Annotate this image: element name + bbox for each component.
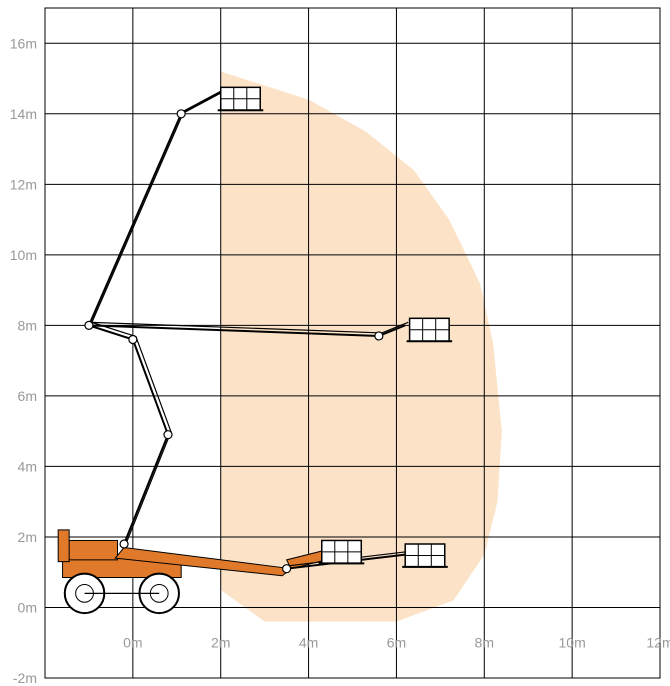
y-tick-label: 0m: [18, 599, 37, 615]
pivot: [120, 540, 128, 548]
basket: [218, 87, 264, 110]
x-tick-label: 0m: [123, 635, 142, 651]
y-tick-label: 10m: [10, 247, 37, 263]
x-tick-label: 4m: [299, 635, 318, 651]
y-tick-label: 8m: [18, 317, 37, 333]
counterweight: [58, 530, 69, 562]
y-tick-label: 12m: [10, 176, 37, 192]
basket: [402, 544, 448, 567]
y-tick-label: -2m: [13, 670, 37, 686]
x-tick-label: 8m: [475, 635, 494, 651]
turret: [65, 540, 118, 559]
y-tick-label: 4m: [18, 458, 37, 474]
pivot: [129, 335, 137, 343]
x-tick-label: 10m: [559, 635, 586, 651]
x-tick-label: 6m: [387, 635, 406, 651]
chart-svg: -2m 0m 2m 4m 6m 8m 10m 12m 14m 16m 0m 2m 4m 6m 8m 10m 12…: [0, 0, 670, 686]
pivot: [283, 565, 291, 573]
pivot: [375, 332, 383, 340]
pivot: [85, 321, 93, 329]
y-tick-label: 16m: [10, 35, 37, 51]
y-tick-label: 6m: [18, 388, 37, 404]
basket: [319, 540, 365, 563]
y-tick-label: 2m: [18, 529, 37, 545]
x-tick-label: 2m: [211, 635, 230, 651]
reach-diagram: -2m 0m 2m 4m 6m 8m 10m 12m 14m 16m 0m 2m 4m 6m 8m 10m 12…: [0, 0, 670, 686]
pivot: [177, 110, 185, 118]
basket: [407, 318, 453, 341]
y-tick-label: 14m: [10, 106, 37, 122]
x-tick-label: 12m: [646, 635, 670, 651]
pivot: [164, 431, 172, 439]
